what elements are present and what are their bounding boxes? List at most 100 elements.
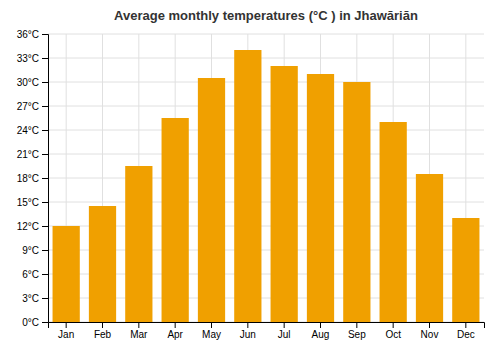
bar <box>307 74 334 322</box>
tick-mark <box>102 322 103 328</box>
tick: Feb <box>94 322 112 340</box>
tick-mark <box>211 322 212 328</box>
bar <box>234 50 261 322</box>
bar <box>53 226 80 322</box>
tick-mark <box>42 154 48 155</box>
tick: 6°C <box>22 269 48 280</box>
tick-label: Jan <box>58 329 74 340</box>
tick-label: Apr <box>167 329 183 340</box>
tick-label: 36°C <box>17 29 39 40</box>
grid-line <box>48 154 484 155</box>
tick-label: Feb <box>94 329 112 340</box>
tick: 27°C <box>17 101 48 112</box>
tick-mark <box>284 322 285 328</box>
tick-mark <box>42 250 48 251</box>
tick-mark <box>42 226 48 227</box>
tick: Dec <box>457 322 475 340</box>
tick: Aug <box>312 322 330 340</box>
tick-label: 6°C <box>22 269 39 280</box>
tick-mark <box>429 322 430 328</box>
tick-mark <box>320 322 321 328</box>
tick: 30°C <box>17 77 48 88</box>
bar <box>89 206 116 322</box>
chart: 0°C 3°C 6°C 9°C 12°C 15°C 18°C 21°C 24°C 27°C 30°C… <box>0 0 500 350</box>
tick-label: Nov <box>421 329 439 340</box>
tick: 9°C <box>22 245 48 256</box>
tick-label: Mar <box>130 329 148 340</box>
tick-label: Oct <box>385 329 401 340</box>
tick-mark <box>356 322 357 328</box>
tick-label: 21°C <box>17 149 39 160</box>
tick: Apr <box>167 322 183 340</box>
axis-line <box>42 35 49 323</box>
tick-label: 0°C <box>22 317 39 328</box>
tick: 0°C <box>22 317 48 328</box>
tick-mark <box>175 322 176 328</box>
bar <box>416 174 443 322</box>
tick-label: 15°C <box>17 197 39 208</box>
y-axis: 0°C 3°C 6°C 9°C 12°C 15°C 18°C 21°C 24°C 27°C 30°C… <box>17 29 49 328</box>
grid-line <box>48 106 484 107</box>
tick-label: 30°C <box>17 77 39 88</box>
tick-mark <box>42 178 48 179</box>
tick-label: 33°C <box>17 53 39 64</box>
bar <box>125 166 152 322</box>
tick: Jan <box>58 322 74 340</box>
tick-mark <box>42 82 48 83</box>
bar <box>271 66 298 322</box>
tick-label: 18°C <box>17 173 39 184</box>
bars <box>53 50 480 322</box>
grid-line <box>48 58 484 59</box>
tick-label: 9°C <box>22 245 39 256</box>
tick-mark <box>42 106 48 107</box>
tick-mark <box>42 130 48 131</box>
tick: Jul <box>278 322 291 340</box>
tick: Sep <box>348 322 366 340</box>
tick-mark <box>393 322 394 328</box>
tick: 36°C <box>17 29 48 40</box>
title: Average monthly temperatures (°C ) in Jh… <box>114 8 418 23</box>
tick: 21°C <box>17 149 48 160</box>
tick-mark <box>465 322 466 328</box>
tick: May <box>202 322 221 340</box>
bar <box>452 218 479 322</box>
tick: 33°C <box>17 53 48 64</box>
tick-label: 24°C <box>17 125 39 136</box>
grid-line <box>48 82 484 83</box>
tick: Mar <box>130 322 148 340</box>
tick-mark <box>42 58 48 59</box>
bar <box>198 78 225 322</box>
tick-label: Aug <box>312 329 330 340</box>
tick-mark <box>42 274 48 275</box>
x-axis: Jan Feb Mar Apr May Jun Jul Aug Sep Oct Nov Dec <box>49 322 485 340</box>
bar <box>162 118 189 322</box>
tick: 18°C <box>17 173 48 184</box>
bar <box>380 122 407 322</box>
tick-mark <box>42 298 48 299</box>
tick-mark <box>247 322 248 328</box>
tick-label: Jun <box>240 329 256 340</box>
grid-line <box>48 130 484 131</box>
tick-mark <box>66 322 67 328</box>
tick-mark <box>42 34 48 35</box>
tick: Nov <box>421 322 439 340</box>
tick-label: 12°C <box>17 221 39 232</box>
tick-mark <box>42 202 48 203</box>
tick-mark <box>138 322 139 328</box>
tick-label: 3°C <box>22 293 39 304</box>
tick-label: Dec <box>457 329 475 340</box>
tick-label: 27°C <box>17 101 39 112</box>
bar <box>343 82 370 322</box>
tick: Jun <box>240 322 256 340</box>
tick: 12°C <box>17 221 48 232</box>
axis-line <box>49 323 485 329</box>
tick: 3°C <box>22 293 48 304</box>
tick-label: Sep <box>348 329 366 340</box>
tick-mark <box>42 322 48 323</box>
grid-line <box>48 34 484 35</box>
tick: 15°C <box>17 197 48 208</box>
tick-label: May <box>202 329 221 340</box>
tick: Oct <box>385 322 401 340</box>
tick-label: Jul <box>278 329 291 340</box>
grid <box>48 34 484 322</box>
